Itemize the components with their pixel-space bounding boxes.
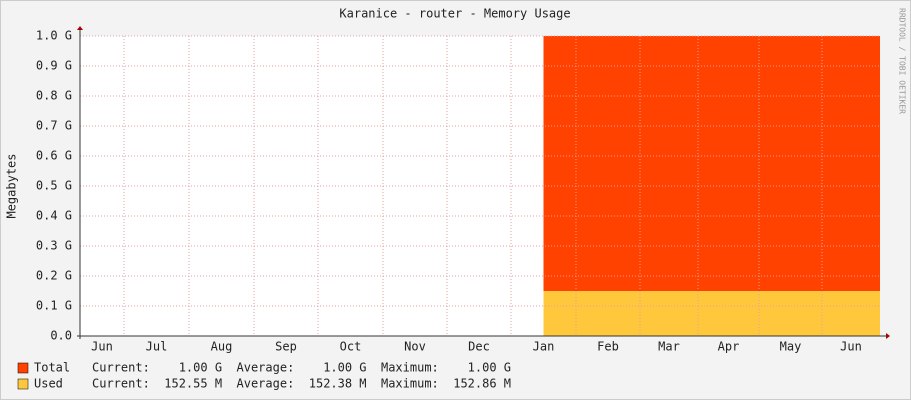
chart-title: Karanice - router - Memory Usage [339, 7, 570, 21]
legend-swatch [17, 362, 29, 374]
y-tick-label: 0.2 G [36, 269, 72, 283]
legend-swatch [17, 378, 29, 390]
axis-arrow [77, 26, 83, 30]
y-tick-label: 0.7 G [36, 119, 72, 133]
y-tick-label: 0.1 G [36, 299, 72, 313]
x-tick-label: May [780, 340, 802, 354]
x-tick-label: Oct [340, 340, 362, 354]
y-tick-label: 0.3 G [36, 239, 72, 253]
y-tick-label: 0.4 G [36, 209, 72, 223]
x-tick-label: Jan [533, 340, 555, 354]
watermark: RRDTOOL / TOBI OETIKER [898, 8, 907, 114]
x-tick-label: Dec [468, 340, 490, 354]
y-axis-label: Megabytes [5, 153, 19, 218]
x-tick-label: Jun [840, 340, 862, 354]
legend-label: Used [34, 377, 63, 391]
area [543, 291, 880, 336]
x-tick-label: Mar [658, 340, 680, 354]
axis-arrow [886, 333, 890, 339]
y-tick-label: 0.9 G [36, 59, 72, 73]
x-tick-label: Nov [404, 340, 426, 354]
x-tick-label: Aug [211, 340, 233, 354]
area [543, 36, 880, 336]
legend-stats: Current: 1.00 G Average: 1.00 G Maximum:… [92, 361, 511, 375]
y-tick-label: 0.5 G [36, 179, 72, 193]
y-tick-label: 0.0 [50, 329, 72, 343]
x-tick-label: Apr [718, 340, 740, 354]
legend-label: Total [34, 361, 70, 375]
y-tick-label: 1.0 G [36, 29, 72, 43]
y-tick-label: 0.6 G [36, 149, 72, 163]
legend-stats: Current: 152.55 M Average: 152.38 M Maxi… [92, 377, 511, 391]
y-tick-label: 0.8 G [36, 89, 72, 103]
x-tick-label: Jun [91, 340, 113, 354]
x-tick-label: Feb [597, 340, 619, 354]
x-tick-label: Sep [275, 340, 297, 354]
x-tick-label: Jul [146, 340, 168, 354]
